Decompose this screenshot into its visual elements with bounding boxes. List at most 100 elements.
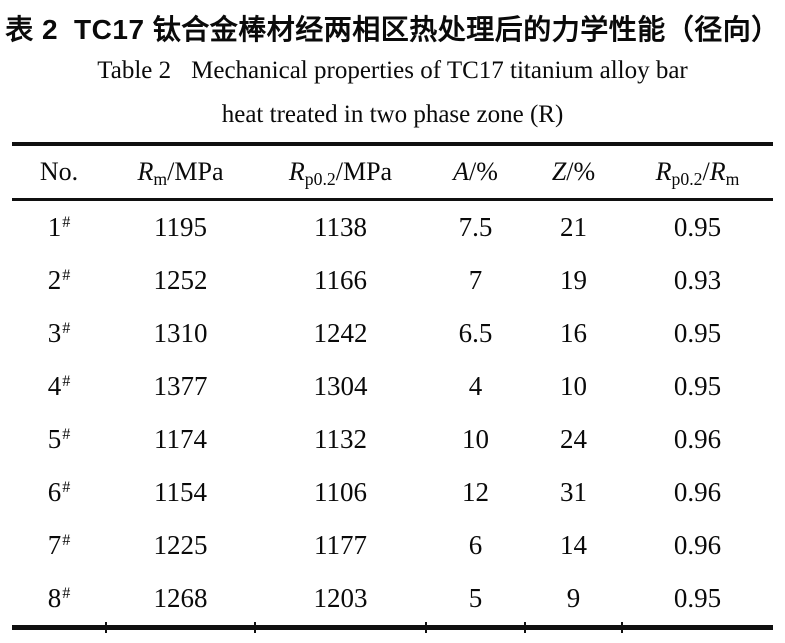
table-row: 3# 1310 1242 6.5 16 0.95	[12, 307, 773, 360]
row-number: 1	[47, 212, 62, 242]
col-header-ratio: Rp0.2/Rm	[622, 144, 773, 201]
cell-rm: 1377	[153, 371, 208, 401]
cell-ratio: 0.95	[673, 318, 722, 348]
cell-rp02: 1177	[314, 530, 367, 560]
symbol-a: A	[453, 157, 469, 186]
table-caption-en-line2: heat treated in two phase zone (R)	[0, 101, 785, 129]
hash-superscript: #	[62, 319, 71, 338]
subscript-rp02: p0.2	[304, 168, 336, 189]
caption-en-text: Mechanical properties of TC17 titanium a…	[191, 57, 688, 84]
symbol-ratio-r2: R	[709, 157, 726, 186]
hash-superscript: #	[62, 213, 71, 232]
cell-a: 6	[468, 530, 483, 560]
cell-no: 3#	[12, 307, 106, 360]
col-header-rm: Rm/MPa	[106, 144, 255, 201]
cell-no: 1#	[12, 200, 106, 255]
col-header-no-label: No.	[39, 157, 79, 186]
cell-z: 14	[560, 530, 587, 560]
cell-rm: 1310	[153, 318, 208, 348]
cell-ratio: 0.95	[673, 583, 722, 613]
col-header-z: Z/%	[525, 144, 622, 201]
cell-z: 9	[566, 583, 581, 613]
row-number: 3	[47, 318, 62, 348]
cell-no: 5#	[12, 413, 106, 466]
cell-no: 2#	[12, 254, 106, 307]
cell-rm: 1154	[154, 477, 207, 507]
table-row: 8# 1268 1203 5 9 0.95	[12, 572, 773, 628]
header-row: No. Rm/MPa Rp0.2/MPa A/% Z/% R	[12, 144, 773, 201]
row-number: 5	[47, 424, 62, 454]
cell-no: 6#	[12, 466, 106, 519]
cell-ratio: 0.96	[673, 530, 722, 560]
cell-rp02: 1242	[313, 318, 368, 348]
cell-a: 4	[468, 371, 483, 401]
subscript-rm: m	[153, 168, 168, 189]
col-header-no: No.	[12, 144, 106, 201]
cell-rm: 1225	[153, 530, 208, 560]
cell-a: 10	[462, 424, 489, 454]
cell-rp02: 1138	[314, 212, 367, 242]
cell-rm: 1268	[153, 583, 208, 613]
cell-rp02: 1304	[313, 371, 368, 401]
hash-superscript: #	[62, 372, 71, 391]
table-row: 1# 1195 1138 7.5 21 0.95	[12, 200, 773, 255]
cell-z: 10	[560, 371, 587, 401]
row-number: 8	[47, 583, 62, 613]
cell-z: 19	[560, 265, 587, 295]
cell-ratio: 0.93	[673, 265, 722, 295]
cell-a: 5	[468, 583, 483, 613]
unit-rp02: /MPa	[335, 157, 393, 186]
table-row: 4# 1377 1304 4 10 0.95	[12, 360, 773, 413]
symbol-rp02: R	[288, 157, 305, 186]
symbol-z: Z	[551, 157, 567, 186]
row-number: 4	[47, 371, 62, 401]
column-tick	[105, 622, 107, 633]
properties-table: No. Rm/MPa Rp0.2/MPa A/% Z/% R	[12, 142, 773, 630]
unit-rm: /MPa	[167, 157, 224, 186]
table-caption-zh: 表 2 TC17 钛合金棒材经两相区热处理后的力学性能（径向）	[0, 8, 785, 48]
cell-rm: 1174	[154, 424, 207, 454]
cell-a: 6.5	[458, 318, 493, 348]
unit-z: /%	[566, 157, 596, 186]
table-row: 6# 1154 1106 12 31 0.96	[12, 466, 773, 519]
hash-superscript: #	[62, 584, 71, 603]
cell-rp02: 1203	[313, 583, 368, 613]
row-number: 7	[47, 530, 62, 560]
hash-superscript: #	[62, 478, 71, 497]
caption-en-label: Table 2	[97, 57, 172, 84]
cell-z: 24	[560, 424, 587, 454]
cell-a: 12	[462, 477, 489, 507]
column-tick	[425, 622, 427, 633]
table-row: 7# 1225 1177 6 14 0.96	[12, 519, 773, 572]
cell-no: 8#	[12, 572, 106, 628]
row-number: 2	[47, 265, 62, 295]
cell-ratio: 0.96	[673, 424, 722, 454]
row-number: 6	[47, 477, 62, 507]
cell-rp02: 1132	[314, 424, 367, 454]
cell-rm: 1252	[153, 265, 208, 295]
cell-a: 7	[468, 265, 483, 295]
column-tick	[524, 622, 526, 633]
cell-ratio: 0.95	[673, 371, 722, 401]
ratio-slash: /	[702, 157, 710, 186]
cell-rm: 1195	[154, 212, 207, 242]
caption-zh-label: 表 2	[5, 14, 59, 45]
cell-z: 21	[560, 212, 587, 242]
cell-z: 16	[560, 318, 587, 348]
symbol-rm: R	[137, 157, 154, 186]
cell-rp02: 1106	[314, 477, 367, 507]
hash-superscript: #	[62, 425, 71, 444]
col-header-a: A/%	[426, 144, 525, 201]
table-caption-en-line1: Table 2 Mechanical properties of TC17 tit…	[0, 57, 785, 85]
properties-table-container: No. Rm/MPa Rp0.2/MPa A/% Z/% R	[12, 142, 773, 633]
table-row: 2# 1252 1166 7 19 0.93	[12, 254, 773, 307]
cell-z: 31	[560, 477, 587, 507]
cell-ratio: 0.95	[673, 212, 722, 242]
subscript-ratio-1: p0.2	[671, 168, 703, 189]
cell-no: 4#	[12, 360, 106, 413]
cell-no: 7#	[12, 519, 106, 572]
column-tick	[621, 622, 623, 633]
hash-superscript: #	[62, 531, 71, 550]
cell-rp02: 1166	[314, 265, 367, 295]
caption-en-line2-text: heat treated in two phase zone (R)	[221, 101, 564, 128]
